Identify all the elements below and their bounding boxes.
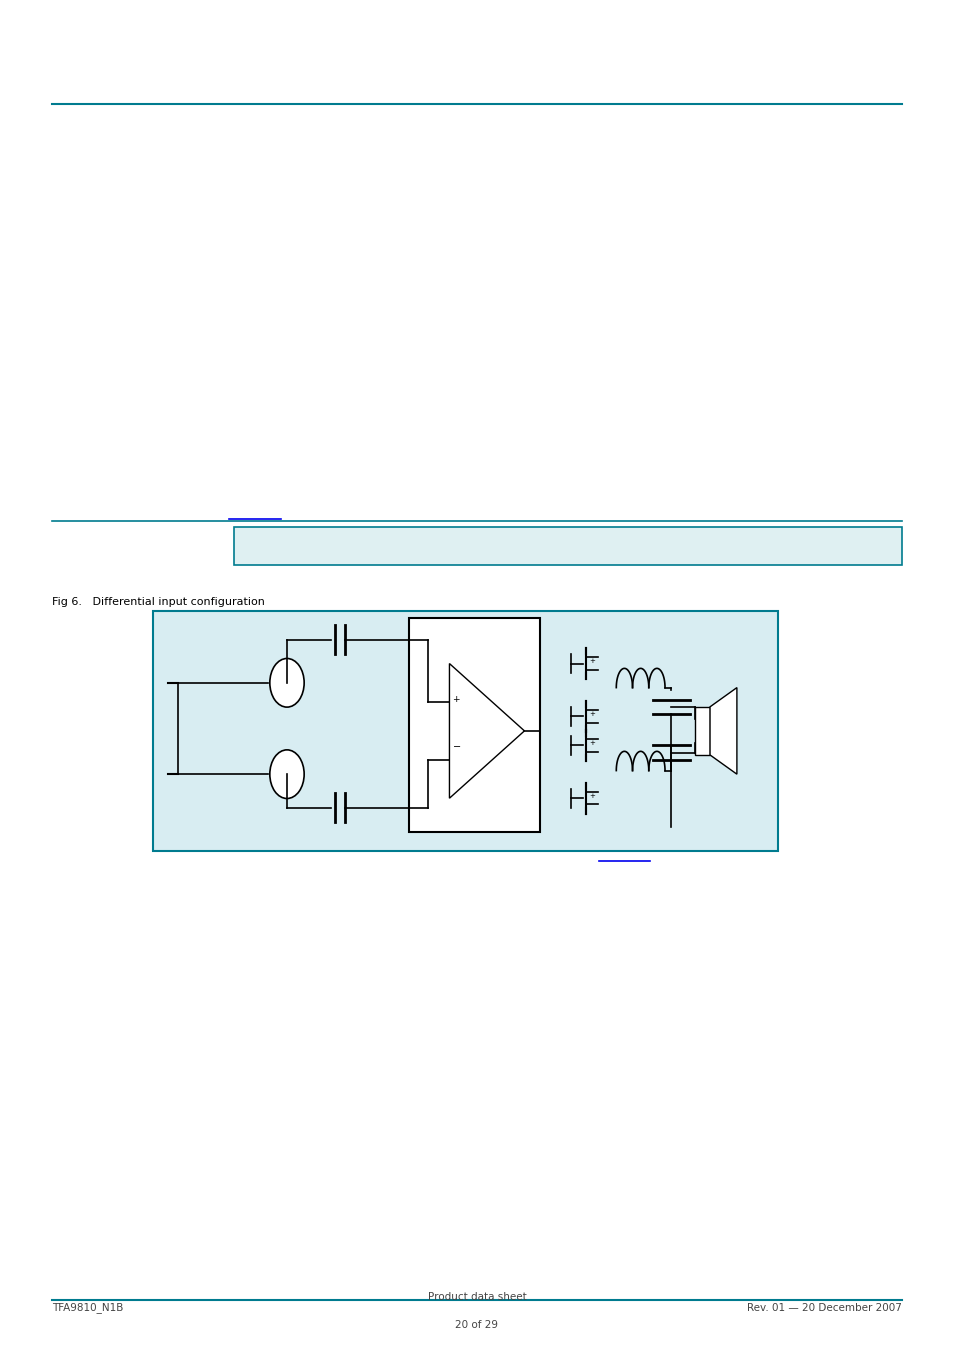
Text: +: +	[452, 694, 459, 704]
Text: Fig 6.   Differential input configuration: Fig 6. Differential input configuration	[52, 597, 265, 607]
Text: Rev. 01 — 20 December 2007: Rev. 01 — 20 December 2007	[746, 1304, 901, 1313]
Polygon shape	[709, 688, 736, 774]
Text: TFA9810_N1B: TFA9810_N1B	[52, 1302, 124, 1313]
Circle shape	[270, 750, 304, 798]
Polygon shape	[449, 663, 524, 798]
Text: Product data sheet: Product data sheet	[427, 1293, 526, 1302]
Bar	[409, 617, 539, 832]
Bar	[152, 611, 777, 851]
Bar	[695, 707, 709, 755]
Circle shape	[270, 658, 304, 707]
Text: −: −	[452, 743, 460, 753]
Text: +: +	[588, 793, 595, 798]
Text: 20 of 29: 20 of 29	[455, 1320, 498, 1329]
Text: +: +	[588, 711, 595, 717]
Text: +: +	[588, 658, 595, 665]
Text: +: +	[588, 740, 595, 746]
Bar	[233, 527, 901, 565]
